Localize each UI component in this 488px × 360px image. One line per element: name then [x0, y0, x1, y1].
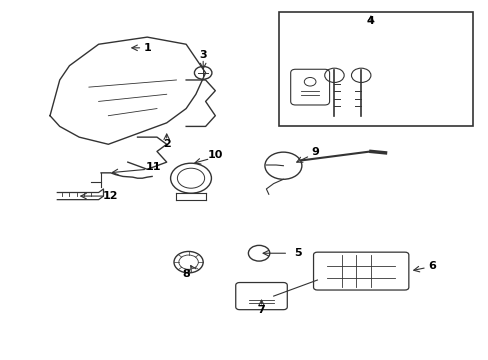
Text: 5: 5	[294, 248, 301, 258]
Text: 9: 9	[310, 147, 318, 157]
Text: 7: 7	[257, 305, 265, 315]
Text: 4: 4	[366, 16, 374, 26]
Text: 11: 11	[145, 162, 161, 172]
FancyBboxPatch shape	[290, 69, 329, 105]
FancyBboxPatch shape	[313, 252, 408, 290]
Text: 8: 8	[182, 269, 190, 279]
Text: 12: 12	[103, 191, 118, 201]
FancyBboxPatch shape	[278, 12, 472, 126]
Text: 1: 1	[143, 43, 151, 53]
Text: 2: 2	[163, 139, 170, 149]
Text: 3: 3	[199, 50, 206, 60]
Text: 10: 10	[207, 150, 223, 160]
FancyBboxPatch shape	[235, 283, 287, 310]
Text: 6: 6	[427, 261, 435, 271]
